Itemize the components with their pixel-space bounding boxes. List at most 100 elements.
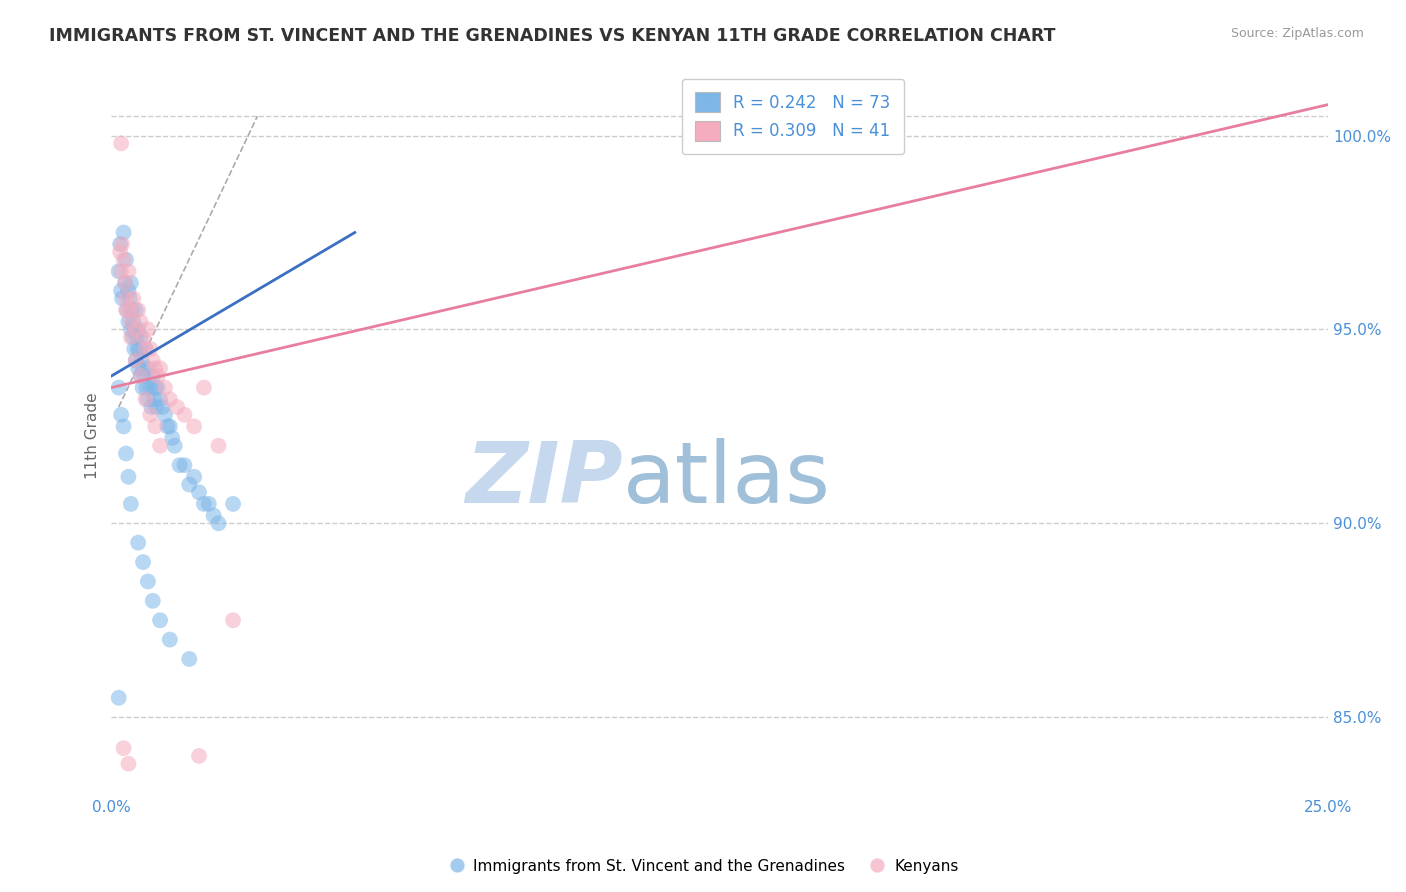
Point bbox=[188, 485, 211, 500]
Point bbox=[125, 303, 148, 318]
Point bbox=[166, 400, 188, 414]
Point bbox=[132, 361, 155, 376]
Point bbox=[115, 292, 138, 306]
Point bbox=[129, 330, 152, 344]
Point bbox=[120, 497, 142, 511]
Point bbox=[193, 381, 215, 395]
Point bbox=[120, 322, 142, 336]
Point bbox=[107, 264, 129, 278]
Point bbox=[112, 741, 135, 756]
Point bbox=[117, 756, 139, 771]
Point bbox=[115, 446, 138, 460]
Point bbox=[149, 361, 172, 376]
Text: ZIP: ZIP bbox=[465, 438, 623, 521]
Point bbox=[117, 284, 139, 298]
Point bbox=[124, 342, 146, 356]
Point bbox=[197, 497, 219, 511]
Point bbox=[129, 368, 152, 383]
Point bbox=[122, 292, 145, 306]
Point bbox=[142, 353, 165, 368]
Point bbox=[114, 276, 136, 290]
Point bbox=[117, 470, 139, 484]
Point bbox=[207, 516, 229, 531]
Point bbox=[121, 303, 143, 318]
Point bbox=[149, 392, 172, 407]
Point bbox=[129, 368, 152, 383]
Point bbox=[173, 408, 195, 422]
Point bbox=[135, 381, 157, 395]
Point bbox=[132, 555, 155, 569]
Point bbox=[114, 276, 136, 290]
Point bbox=[111, 237, 134, 252]
Point bbox=[127, 303, 149, 318]
Point bbox=[136, 322, 159, 336]
Point bbox=[107, 381, 129, 395]
Point bbox=[128, 342, 150, 356]
Point bbox=[112, 419, 135, 434]
Point bbox=[143, 419, 166, 434]
Point bbox=[112, 252, 135, 267]
Point bbox=[129, 315, 152, 329]
Text: Source: ZipAtlas.com: Source: ZipAtlas.com bbox=[1230, 27, 1364, 40]
Point bbox=[132, 330, 155, 344]
Point bbox=[134, 368, 156, 383]
Point bbox=[183, 419, 205, 434]
Point bbox=[222, 613, 245, 627]
Point bbox=[142, 594, 165, 608]
Point bbox=[110, 408, 132, 422]
Point bbox=[163, 439, 186, 453]
Text: atlas: atlas bbox=[623, 438, 831, 521]
Point bbox=[134, 342, 156, 356]
Point bbox=[183, 470, 205, 484]
Point bbox=[143, 361, 166, 376]
Point bbox=[110, 284, 132, 298]
Point bbox=[134, 342, 156, 356]
Point bbox=[120, 330, 142, 344]
Point bbox=[179, 652, 201, 666]
Point bbox=[207, 439, 229, 453]
Point bbox=[127, 322, 149, 336]
Point bbox=[139, 408, 162, 422]
Point bbox=[125, 353, 148, 368]
Point bbox=[108, 244, 131, 259]
Point bbox=[125, 322, 148, 336]
Point bbox=[179, 477, 201, 491]
Point bbox=[153, 381, 176, 395]
Point bbox=[162, 431, 184, 445]
Point bbox=[153, 408, 176, 422]
Point bbox=[115, 303, 138, 318]
Point bbox=[121, 330, 143, 344]
Point bbox=[122, 315, 145, 329]
Point bbox=[117, 315, 139, 329]
Point bbox=[149, 439, 172, 453]
Legend: Immigrants from St. Vincent and the Grenadines, Kenyans: Immigrants from St. Vincent and the Gren… bbox=[441, 853, 965, 880]
Point bbox=[108, 237, 131, 252]
Point bbox=[111, 292, 134, 306]
Point bbox=[222, 497, 245, 511]
Point bbox=[169, 458, 191, 472]
Legend: R = 0.242   N = 73, R = 0.309   N = 41: R = 0.242 N = 73, R = 0.309 N = 41 bbox=[682, 78, 904, 154]
Point bbox=[131, 381, 153, 395]
Point bbox=[125, 330, 148, 344]
Point bbox=[110, 136, 132, 151]
Point bbox=[173, 458, 195, 472]
Point bbox=[156, 419, 179, 434]
Point bbox=[120, 276, 142, 290]
Point bbox=[149, 613, 172, 627]
Text: IMMIGRANTS FROM ST. VINCENT AND THE GRENADINES VS KENYAN 11TH GRADE CORRELATION : IMMIGRANTS FROM ST. VINCENT AND THE GREN… bbox=[49, 27, 1056, 45]
Point bbox=[142, 368, 165, 383]
Point bbox=[136, 392, 159, 407]
Point bbox=[131, 353, 153, 368]
Point bbox=[115, 252, 138, 267]
Point bbox=[141, 400, 163, 414]
Point bbox=[146, 381, 169, 395]
Point bbox=[188, 748, 211, 763]
Point bbox=[125, 353, 148, 368]
Point bbox=[202, 508, 225, 523]
Point bbox=[117, 264, 139, 278]
Point bbox=[118, 303, 141, 318]
Point bbox=[139, 342, 162, 356]
Point bbox=[146, 368, 169, 383]
Point bbox=[193, 497, 215, 511]
Point bbox=[118, 292, 141, 306]
